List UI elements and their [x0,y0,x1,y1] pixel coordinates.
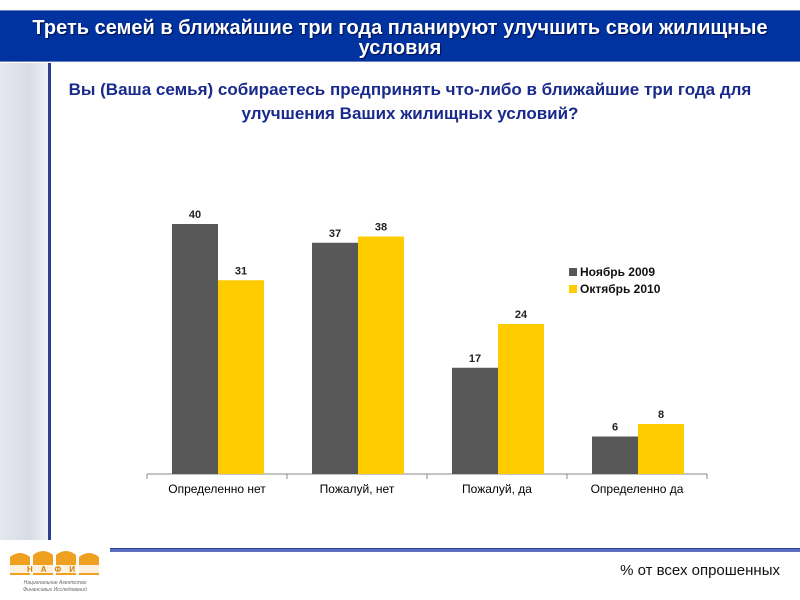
data-label: 6 [612,422,618,434]
title-bar: Треть семей в ближайшие три года планиру… [0,10,800,62]
bar [638,424,684,474]
bar [498,324,544,474]
bar [218,280,264,474]
bar [312,242,358,474]
data-label: 31 [235,265,247,277]
svg-text:Финансовых Исследований: Финансовых Исследований [23,586,87,593]
legend-label: Октябрь 2010 [580,282,661,296]
data-label: 24 [515,309,528,321]
footer-divider [110,548,800,552]
category-label: Определенно нет [168,482,266,496]
category-label: Определенно да [591,482,684,496]
legend-label: Ноябрь 2009 [580,265,655,279]
bar [452,367,498,474]
data-label: 38 [375,222,387,234]
chart-question: Вы (Ваша семья) собираетесь предпринять … [68,80,752,123]
data-label: 37 [329,228,341,240]
bar-chart: Определенно нет 40 31 Пожалуй, нет 37 38 Пожал… [146,209,708,496]
page-title: Треть семей в ближайшие три года планиру… [32,17,768,59]
bar [592,436,638,474]
footnote: % от всех опрошенных [620,562,780,579]
legend-swatch [569,285,577,293]
svg-text:НАФИ: НАФИ [27,565,83,574]
data-label: 8 [658,409,664,421]
data-label: 40 [189,209,201,221]
nafi-logo: НАФИ Национальное Агентство Финансовых И… [8,551,102,593]
data-label: 17 [469,353,481,365]
bar [358,236,404,474]
decorative-strip [0,63,51,540]
bar [172,224,218,474]
category-label: Пожалуй, да [462,482,532,496]
category-label: Пожалуй, нет [320,482,395,496]
svg-text:Национальное Агентство: Национальное Агентство [24,580,87,586]
legend-swatch [569,268,577,276]
